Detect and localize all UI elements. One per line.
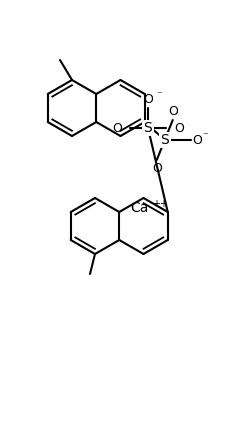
Text: O: O [112, 121, 122, 135]
Text: ⁻: ⁻ [156, 90, 162, 100]
Text: S: S [160, 133, 169, 147]
Text: O: O [143, 93, 153, 106]
Text: O: O [174, 121, 184, 135]
Text: O: O [168, 105, 178, 118]
Text: ++: ++ [152, 199, 168, 209]
Text: O: O [152, 162, 162, 175]
Text: O: O [193, 133, 203, 147]
Text: ⁻: ⁻ [203, 131, 209, 141]
Text: Ca: Ca [130, 201, 148, 215]
Text: S: S [144, 121, 152, 135]
